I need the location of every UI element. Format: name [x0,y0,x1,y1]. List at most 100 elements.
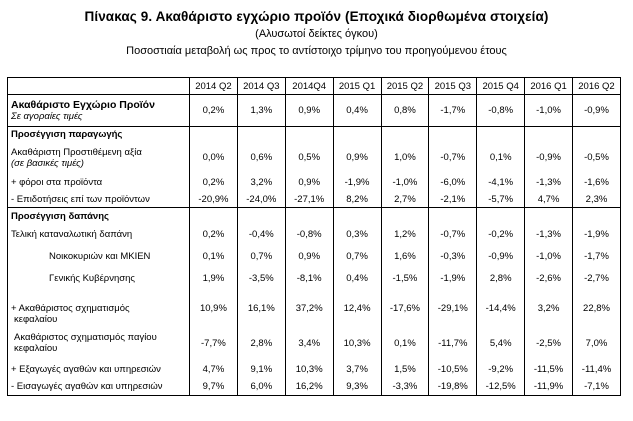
cell-value: 0,2% [189,94,238,127]
cell-value: 6,0% [236,378,286,396]
cell-value: -1,7% [428,94,478,127]
cell-value: 0,9% [284,94,334,127]
row-label-continued: κεφαλαίου [14,313,58,325]
table-row-gdp: Ακαθάριστο Εγχώριο Προϊόν Σε αγοραίες τι… [7,94,621,127]
cell-value: -11,4% [572,359,621,379]
cell-value: -0,7% [428,224,478,245]
cell-value: 0,4% [332,267,382,290]
cell-value: 4,7% [189,359,238,379]
row-label-continued: κεφαλαίου [14,343,58,354]
cell-value: 0,7% [236,244,286,268]
row-sublabel: Σε αγοραίες τιμές [11,111,83,122]
cell-value: -29,1% [428,289,478,327]
cell-value: 0,8% [380,94,430,127]
cell-value: -11,9% [524,378,573,396]
cell-value: 16,2% [284,378,334,396]
row-label: Νοικοκυριών και ΜΚΙΕΝ [49,250,151,262]
table-row-taxes: + φόροι στα προϊόντα 0,2% 3,2% 0,9% -1,9… [7,173,621,192]
cell-value: 1,2% [380,224,430,245]
cell-value: 22,8% [572,289,621,327]
cell-value: -1,9% [332,173,382,192]
cell-value: 3,4% [284,326,334,360]
cell-value: -2,1% [428,191,478,208]
cell-value: -1,0% [380,173,430,192]
cell-value: 0,2% [189,224,238,245]
cell-value: -0,2% [476,224,526,245]
cell-value: 1,5% [380,359,430,379]
row-label: Ακαθάριστος σχηματισμός παγίου [14,332,157,343]
cell-value: -7,1% [572,378,621,396]
table-row-final-consumption: Τελική καταναλωτική δαπάνη 0,2% -0,4% -0… [7,224,621,245]
row-sublabel: (σε βασικές τιμές) [11,157,84,169]
table-row-capital-formation: + Ακαθάριστος σχηματισμός κεφαλαίου 10,9… [7,289,621,327]
table-row-fixed-capital: Ακαθάριστος σχηματισμός παγίου κεφαλαίου… [7,326,621,360]
cell-value: -0,3% [428,244,478,268]
section-row-expenditure: Προσέγγιση δαπάνης [7,207,621,225]
row-label-cell: Ακαθάριστος σχηματισμός παγίου κεφαλαίου [7,326,190,360]
cell-value: 0,0% [189,141,238,174]
cell-value: 0,9% [284,244,334,268]
cell-value: -2,7% [572,267,621,290]
row-label: Τελική καταναλωτική δαπάνη [7,224,190,245]
cell-value: -0,4% [236,224,286,245]
cell-value: -1,5% [380,267,430,290]
cell-value: -27,1% [284,191,334,208]
cell-value: 0,9% [332,141,382,174]
row-label-cell: Ακαθάριστο Εγχώριο Προϊόν Σε αγοραίες τι… [7,94,190,127]
cell-value: -11,7% [428,326,478,360]
col-header: 2015 Q3 [428,77,478,95]
cell-value: 3,2% [524,289,573,327]
cell-value: -7,7% [189,326,238,360]
cell-value: 2,8% [476,267,526,290]
cell-value: -0,8% [476,94,526,127]
cell-value: 0,5% [284,141,334,174]
table-subtitle: (Αλυσωτοί δείκτες όγκου) [255,28,378,40]
cell-value: -0,9% [476,244,526,268]
cell-value: -4,1% [476,173,526,192]
cell-value: -3,5% [236,267,286,290]
cell-value: -14,4% [476,289,526,327]
cell-value: -2,5% [524,326,573,360]
row-label-cell: + Ακαθάριστος σχηματισμός κεφαλαίου [7,289,190,327]
cell-value: -1,6% [572,173,621,192]
cell-value: -0,8% [284,224,334,245]
col-header: 2015 Q2 [380,77,430,95]
cell-value: -12,5% [476,378,526,396]
col-header: 2016 Q2 [572,77,621,95]
cell-value: -1,0% [524,244,573,268]
cell-value: 12,4% [332,289,382,327]
cell-value: -8,1% [284,267,334,290]
cell-value: -0,9% [572,94,621,127]
cell-value: 5,4% [476,326,526,360]
col-header: 2014 Q2 [189,77,238,95]
cell-value: 7,0% [572,326,621,360]
row-label: + Ακαθάριστος σχηματισμός [11,302,130,314]
cell-value: -2,6% [524,267,573,290]
row-label: + Εξαγωγές αγαθών και υπηρεσιών [7,359,190,379]
row-label: Γενικής Κυβέρνησης [49,273,135,284]
cell-value: 0,6% [236,141,286,174]
cell-value: 3,2% [236,173,286,192]
cell-value: -19,8% [428,378,478,396]
cell-value: 10,3% [332,326,382,360]
row-label: + φόροι στα προϊόντα [7,173,190,192]
cell-value: 9,3% [332,378,382,396]
cell-value: -1,0% [524,94,573,127]
header-row: 2014 Q2 2014 Q3 2014Q4 2015 Q1 2015 Q2 2… [7,77,621,95]
cell-value: 16,1% [236,289,286,327]
cell-value: 0,2% [189,173,238,192]
section-row-production: Προσέγγιση παραγωγής [7,126,621,142]
section-heading: Προσέγγιση παραγωγής [7,126,190,142]
cell-value: 2,8% [236,326,286,360]
cell-value: -11,5% [524,359,573,379]
table-row-exports: + Εξαγωγές αγαθών και υπηρεσιών 4,7% 9,1… [7,359,621,379]
cell-value: 1,3% [236,94,286,127]
cell-value: 9,7% [189,378,238,396]
cell-value: 0,4% [332,94,382,127]
col-header: 2015 Q1 [332,77,382,95]
cell-value: -5,7% [476,191,526,208]
cell-value: 9,1% [236,359,286,379]
cell-value: -1,3% [524,173,573,192]
col-header: 2015 Q4 [476,77,526,95]
